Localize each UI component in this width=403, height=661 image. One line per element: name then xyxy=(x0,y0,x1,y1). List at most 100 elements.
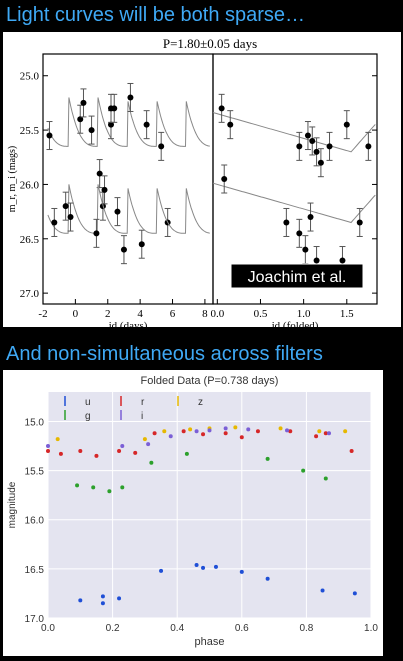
slide-heading-bottom: And non-simultaneous across filters xyxy=(6,343,323,365)
x-tick-label: 2 xyxy=(105,308,111,320)
data-point xyxy=(51,219,58,226)
data-point xyxy=(108,121,114,128)
data-point xyxy=(317,159,324,166)
data-point xyxy=(283,219,290,226)
y-tick-label: 16.0 xyxy=(25,516,45,527)
data-point xyxy=(278,426,283,431)
light-curve-figure: P=1.80±0.05 days m_r, m_i (mags) 25.0 25.5 2… xyxy=(3,32,401,332)
data-point xyxy=(62,203,69,210)
data-point xyxy=(152,431,157,436)
data-point xyxy=(117,448,122,453)
data-point xyxy=(162,429,167,434)
data-point xyxy=(117,596,122,601)
data-point xyxy=(75,483,80,488)
plot-area xyxy=(48,392,371,618)
data-point xyxy=(288,429,293,434)
data-point xyxy=(184,451,189,456)
y-tick-label: 16.5 xyxy=(25,565,45,576)
data-point xyxy=(265,576,270,581)
data-point xyxy=(326,143,333,150)
data-point xyxy=(223,426,228,431)
folded-data-figure: Folded Data (P=0.738 days) 0.0 0.2 0.4 0.6 0.… xyxy=(3,370,383,656)
data-point xyxy=(343,429,348,434)
legend-label: z xyxy=(198,397,203,408)
data-point xyxy=(320,588,325,593)
data-point xyxy=(143,121,150,128)
data-point xyxy=(93,230,100,237)
data-point xyxy=(46,448,50,453)
slide-heading-top: Light curves will be both sparse… xyxy=(6,4,306,26)
data-point xyxy=(181,429,186,434)
data-point xyxy=(313,148,320,155)
data-point xyxy=(120,444,125,449)
data-point xyxy=(80,99,87,106)
data-point xyxy=(133,450,138,455)
data-point xyxy=(159,568,164,573)
y-tick-label: 25.0 xyxy=(20,71,40,83)
data-point xyxy=(78,598,83,603)
data-point xyxy=(101,186,108,193)
x-tick-label: 0.5 xyxy=(254,308,268,320)
data-point xyxy=(77,116,84,123)
data-point xyxy=(255,429,260,434)
panel-frame xyxy=(212,53,378,305)
data-point xyxy=(142,437,147,442)
x-tick-label: 0.4 xyxy=(170,623,184,634)
data-point xyxy=(285,428,290,433)
data-point xyxy=(201,565,206,570)
data-point xyxy=(94,453,99,458)
y-tick-label: 27.0 xyxy=(20,288,40,300)
data-point xyxy=(221,176,228,182)
y-tick-label: 25.5 xyxy=(20,125,40,137)
data-point xyxy=(91,485,96,490)
data-point xyxy=(327,431,332,436)
y-axis-label: magnitude xyxy=(7,481,18,528)
data-point xyxy=(107,489,112,494)
data-point xyxy=(365,143,372,150)
data-point xyxy=(108,105,114,112)
data-point xyxy=(149,460,154,465)
legend-label: i xyxy=(141,411,143,422)
data-point xyxy=(317,429,322,434)
data-point xyxy=(323,431,328,436)
y-tick-label: 15.0 xyxy=(25,417,45,428)
legend-label: g xyxy=(85,411,91,422)
data-point xyxy=(309,137,316,144)
data-point xyxy=(138,241,145,248)
light-curve-plot: P=1.80±0.05 days m_r, m_i (mags) 25.0 25.5 2… xyxy=(7,36,378,332)
data-point xyxy=(349,448,354,453)
data-point xyxy=(120,485,125,490)
panel-frame xyxy=(42,53,214,305)
data-point xyxy=(55,437,60,442)
x-tick-label: 6 xyxy=(170,308,176,320)
folded-data-plot: Folded Data (P=0.738 days) 0.0 0.2 0.4 0.6 0.… xyxy=(7,375,378,648)
x-tick-label: 1.0 xyxy=(297,308,311,320)
credit-label: Joachim et al. xyxy=(248,269,347,286)
data-point xyxy=(146,442,151,447)
data-point xyxy=(239,435,244,440)
chart-title: P=1.80±0.05 days xyxy=(163,36,257,51)
y-tick-label: 26.0 xyxy=(20,179,40,191)
data-point xyxy=(67,214,74,221)
legend-label: u xyxy=(85,397,91,408)
x-tick-label: 0 xyxy=(73,308,79,320)
data-point xyxy=(88,127,95,134)
data-point xyxy=(96,170,103,177)
data-point xyxy=(356,219,363,226)
data-point xyxy=(158,143,165,150)
x-tick-label: 0.0 xyxy=(41,623,55,634)
data-point xyxy=(168,434,173,439)
data-point xyxy=(233,425,238,430)
data-point xyxy=(58,451,63,456)
credit-box xyxy=(230,263,364,289)
data-point xyxy=(265,456,270,461)
data-point xyxy=(307,214,314,221)
data-point xyxy=(207,428,212,433)
model-curve xyxy=(47,97,210,147)
data-point xyxy=(304,132,311,139)
data-point xyxy=(296,230,303,237)
model-curve xyxy=(212,182,376,224)
chart-title: Folded Data (P=0.738 days) xyxy=(141,375,279,387)
data-point xyxy=(194,562,199,567)
data-point xyxy=(314,434,319,439)
